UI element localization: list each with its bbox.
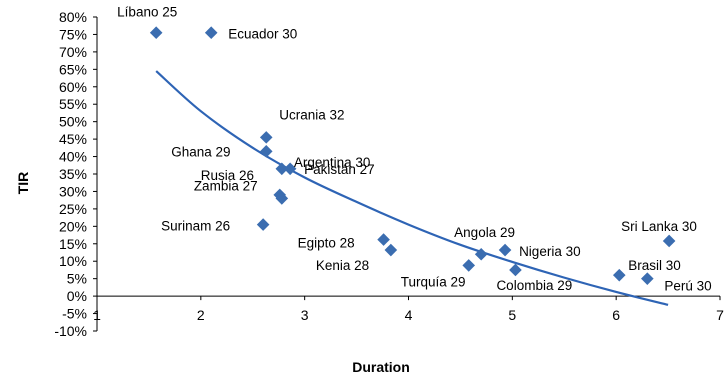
y-tick-label: 35% xyxy=(59,166,87,182)
point-label: Zambia 27 xyxy=(194,178,258,193)
x-tick-label: 3 xyxy=(301,307,309,323)
y-tick-label: 0% xyxy=(67,288,87,304)
y-tick-label: 70% xyxy=(59,44,87,60)
y-axis-title: TIR xyxy=(15,172,31,195)
data-point xyxy=(204,26,218,39)
data-point xyxy=(283,162,297,176)
data-point xyxy=(474,247,488,261)
data-point xyxy=(149,26,163,39)
point-label: Colombia 29 xyxy=(496,278,572,293)
point-label: Ghana 29 xyxy=(171,144,230,159)
point-label: Brasil 30 xyxy=(628,258,681,273)
y-tick-label: 60% xyxy=(59,79,87,95)
data-point xyxy=(275,192,289,205)
data-point xyxy=(498,243,512,257)
point-label: Kenia 28 xyxy=(316,258,369,273)
data-point xyxy=(275,162,289,176)
point-label: Sri Lanka 30 xyxy=(621,219,697,234)
trendline xyxy=(155,70,669,306)
x-tick-label: 6 xyxy=(612,307,620,323)
point-label: Egipto 28 xyxy=(298,236,355,251)
data-points xyxy=(149,26,676,285)
x-axis-title: Duration xyxy=(352,359,410,375)
point-label: Líbano 25 xyxy=(117,5,177,20)
x-tick-label: 7 xyxy=(716,307,724,323)
y-tick-label: 45% xyxy=(59,131,87,147)
point-label: Perú 30 xyxy=(664,279,711,294)
data-point xyxy=(259,131,273,144)
x-tick-label: 5 xyxy=(508,307,516,323)
y-tick-label: 5% xyxy=(67,271,87,287)
data-point xyxy=(641,272,654,285)
y-tick-label: -5% xyxy=(62,306,87,322)
y-tick-label: 55% xyxy=(59,96,87,112)
point-labels: Líbano 25 Ecuador 30 Ucrania 32 Ghana 29 Arg… xyxy=(117,5,711,294)
point-label: Argentina 30 xyxy=(294,155,371,170)
point-label: Pakistán 27 xyxy=(304,162,375,177)
y-tick-label: 25% xyxy=(59,201,87,217)
point-label: Angola 29 xyxy=(454,225,515,240)
point-label: Nigeria 30 xyxy=(519,244,581,259)
x-axis-ticks: 1234567 xyxy=(93,296,724,323)
data-point xyxy=(612,268,626,282)
data-point xyxy=(377,233,390,246)
data-point xyxy=(462,259,476,272)
y-tick-label: 30% xyxy=(59,183,87,199)
point-label: Turquía 29 xyxy=(401,274,466,289)
data-point xyxy=(256,218,270,231)
point-label: Surinam 26 xyxy=(161,219,230,234)
data-point xyxy=(384,243,398,257)
y-tick-label: 75% xyxy=(59,26,87,42)
point-label: Rusia 26 xyxy=(201,168,254,183)
y-tick-label: 40% xyxy=(59,149,87,165)
y-axis-ticks: 80%75% 70%65% 60%55% 50%45% 40%35%30% 25%20% 1… xyxy=(54,9,97,339)
y-tick-label: 50% xyxy=(59,114,87,130)
y-tick-label: 10% xyxy=(59,253,87,269)
point-label: Ecuador 30 xyxy=(228,27,297,42)
x-tick-label: 4 xyxy=(405,307,413,323)
x-tick-label: 2 xyxy=(197,307,205,323)
data-point xyxy=(509,263,522,277)
y-tick-label: 80% xyxy=(59,9,87,25)
data-point xyxy=(662,234,676,248)
y-tick-label: 65% xyxy=(59,61,87,77)
y-tick-label: 20% xyxy=(59,218,87,234)
y-tick-label: -10% xyxy=(54,323,87,339)
point-label: Ucrania 32 xyxy=(279,107,344,122)
y-tick-label: 15% xyxy=(59,236,87,252)
data-point xyxy=(259,145,273,158)
